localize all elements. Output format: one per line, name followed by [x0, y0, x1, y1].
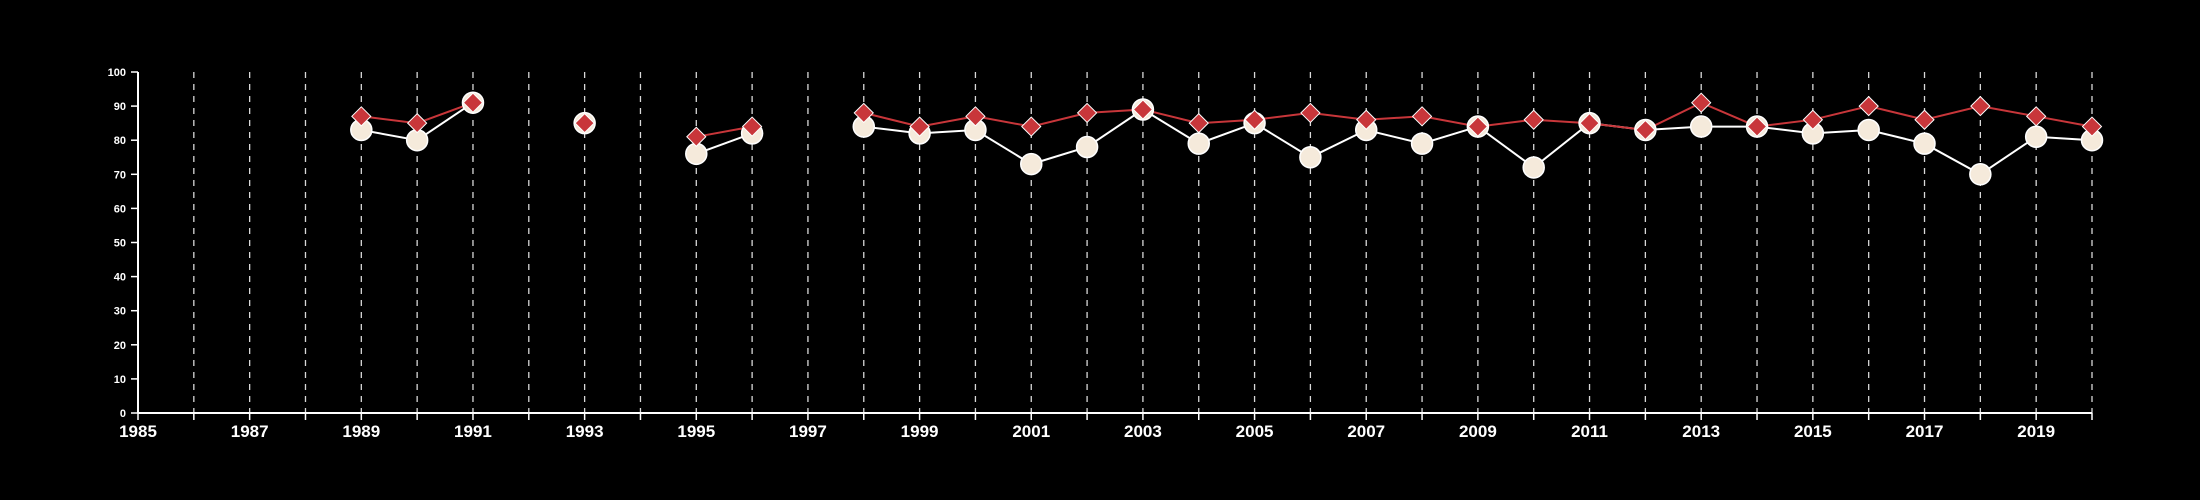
series-2-point-2005 [1244, 109, 1265, 130]
series-1-point-2002 [1075, 135, 1099, 159]
x-tick-label: 2009 [1459, 422, 1497, 441]
series-1-point-2017 [1913, 132, 1936, 155]
x-tick-label: 1995 [677, 422, 715, 441]
x-tick-label: 1991 [454, 422, 492, 441]
series-2-point-1998 [853, 102, 874, 124]
series-2-point-2007 [1356, 109, 1377, 130]
y-tick-label: 0 [120, 408, 126, 420]
series-2-point-2017 [1914, 109, 1935, 130]
series-2-point-2010 [1523, 109, 1544, 130]
series-1-point-2016 [1857, 118, 1880, 142]
series-2-point-1989 [351, 106, 372, 127]
x-tick-label: 1997 [789, 422, 827, 441]
series-2-point-2012 [1635, 119, 1656, 141]
x-tick-label: 1989 [342, 422, 380, 441]
y-tick-label: 90 [114, 101, 126, 113]
series-2-point-2015 [1802, 109, 1824, 130]
series-2-point-2006 [1300, 102, 1321, 124]
series-2-point-2019 [2025, 106, 2047, 127]
series-2-point-1996 [741, 116, 763, 137]
series-2-point-2013 [1690, 92, 1712, 113]
series [350, 91, 2104, 186]
y-tick-label: 20 [114, 340, 126, 352]
series-2-point-1999 [909, 116, 930, 137]
series-2-point-1993 [574, 112, 595, 134]
x-tick-label: 2015 [1794, 422, 1832, 441]
series-2-point-1990 [406, 112, 428, 134]
y-tick-label: 40 [114, 272, 126, 284]
series-2-point-2001 [1021, 116, 1042, 137]
x-tick-label: 1993 [566, 422, 604, 441]
series-2-point-2004 [1188, 112, 1209, 134]
series-2-point-2008 [1411, 106, 1433, 127]
y-tick-label: 30 [114, 306, 126, 318]
axes: 0 10 20 30 40 50 60 70 80 90 100 1985 1987 1989 1991 19… [108, 67, 2093, 441]
y-tick-label: 100 [108, 67, 126, 79]
series-1-point-2013 [1689, 115, 1713, 138]
series-1-point-2004 [1187, 132, 1210, 155]
y-tick-label: 10 [114, 374, 126, 386]
x-tick-label: 2013 [1682, 422, 1720, 441]
series-1-point-2019 [2024, 125, 2048, 149]
series-1-point-2006 [1299, 146, 1322, 169]
x-tick-label: 1999 [901, 422, 939, 441]
x-tick-label: 2007 [1347, 422, 1385, 441]
series-2-point-2003 [1132, 99, 1154, 120]
x-tick-label: 2005 [1236, 422, 1274, 441]
series-2-point-1991 [462, 92, 484, 113]
series-1-point-2008 [1410, 132, 1434, 155]
y-tick-label: 60 [114, 203, 126, 215]
y-tick-label: 50 [114, 238, 126, 250]
series-2-point-2000 [965, 106, 986, 127]
series-2-point-2018 [1970, 95, 1991, 117]
series-1-point-2018 [1969, 163, 1992, 186]
x-tick-label: 2003 [1124, 422, 1162, 441]
vertical-gridlines [193, 72, 2093, 413]
series-2-point-2020 [2081, 116, 2103, 137]
x-tick-label: 2011 [1571, 422, 1608, 441]
series-1-point-2010 [1522, 156, 1545, 179]
x-tick-label: 1985 [119, 422, 157, 441]
series-2-point-2014 [1746, 116, 1768, 137]
x-tick-label: 2001 [1012, 422, 1050, 441]
series-2-point-1995 [686, 126, 707, 147]
x-tick-label: 2019 [2017, 422, 2055, 441]
x-tick-label: 2017 [1906, 422, 1944, 441]
series-2-point-2002 [1076, 102, 1098, 124]
series-2-point-2011 [1579, 112, 1600, 134]
series-1-point-2001 [1020, 152, 1043, 176]
x-tick-label: 1987 [231, 422, 269, 441]
y-tick-label: 80 [114, 135, 126, 147]
series-2-point-2016 [1858, 95, 1879, 117]
series-2-point-2009 [1467, 116, 1489, 137]
y-tick-label: 70 [114, 169, 126, 181]
